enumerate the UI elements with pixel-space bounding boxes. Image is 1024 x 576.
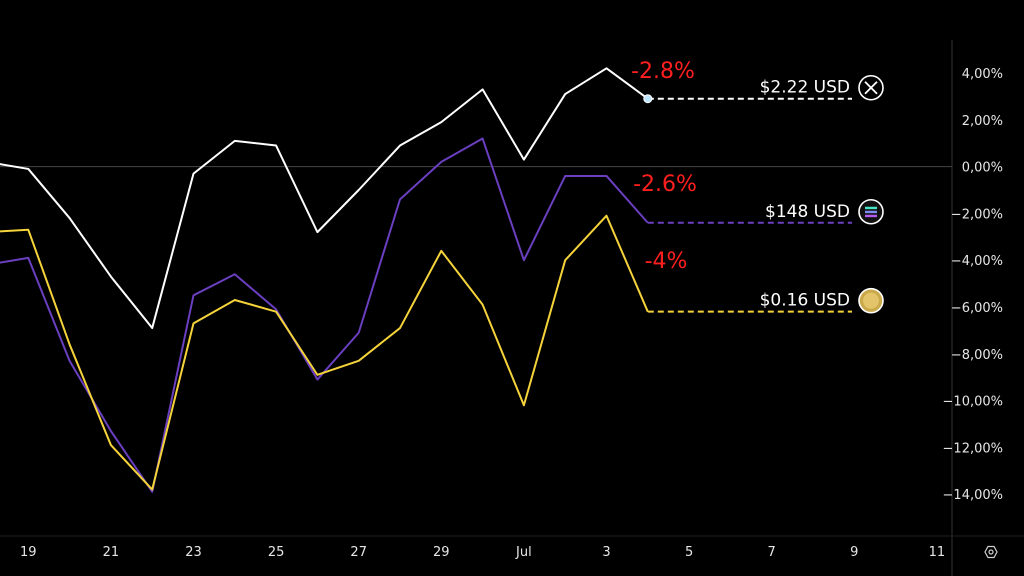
gear-icon [984,545,998,559]
x-tick-label: 21 [103,545,120,560]
y-tick-label: −6,00% [951,301,1003,316]
x-tick-label: 3 [602,545,610,560]
series-line [0,214,649,491]
x-tick-label: 7 [768,545,776,560]
x-tick-label: 9 [850,545,858,560]
x-tick-label: 23 [185,545,202,560]
x-tick-label: 29 [433,545,450,560]
y-tick-label: −4,00% [951,254,1003,269]
y-tick-label: −2,00% [951,207,1003,222]
solana-icon-bar [865,206,877,210]
x-tick-label: 27 [350,545,367,560]
series-line [0,67,649,330]
x-tick-label: Jul [515,545,532,560]
x-tick-label: 19 [20,545,37,560]
solana-icon-bar [865,210,877,214]
series-change-label: -4% [645,249,688,274]
series-change-label: -2.6% [633,172,697,197]
series-line [0,137,649,493]
chart-settings-button[interactable] [980,541,1002,563]
x-tick-label: 11 [929,545,946,560]
y-tick-label: 2,00% [962,114,1003,129]
series-price-label: $2.22 USD [760,78,850,98]
series-change-label: -2.8% [631,59,695,84]
y-tick-label: −12,00% [943,441,1003,456]
solana-icon-bar [865,214,877,218]
dogecoin-icon-face [863,292,879,309]
y-tick-label: −8,00% [951,348,1003,363]
y-tick-label: 0,00% [962,161,1003,176]
last-point-marker [643,94,653,104]
x-tick-label: 25 [268,545,285,560]
series-price-label: $148 USD [765,202,850,222]
y-tick-label: −14,00% [943,488,1003,503]
x-tick-label: 5 [685,545,693,560]
xrp-icon-mark [864,81,878,95]
y-tick-label: −10,00% [943,395,1003,410]
series-price-label: $0.16 USD [760,291,850,311]
y-tick-label: 4,00% [962,67,1003,82]
